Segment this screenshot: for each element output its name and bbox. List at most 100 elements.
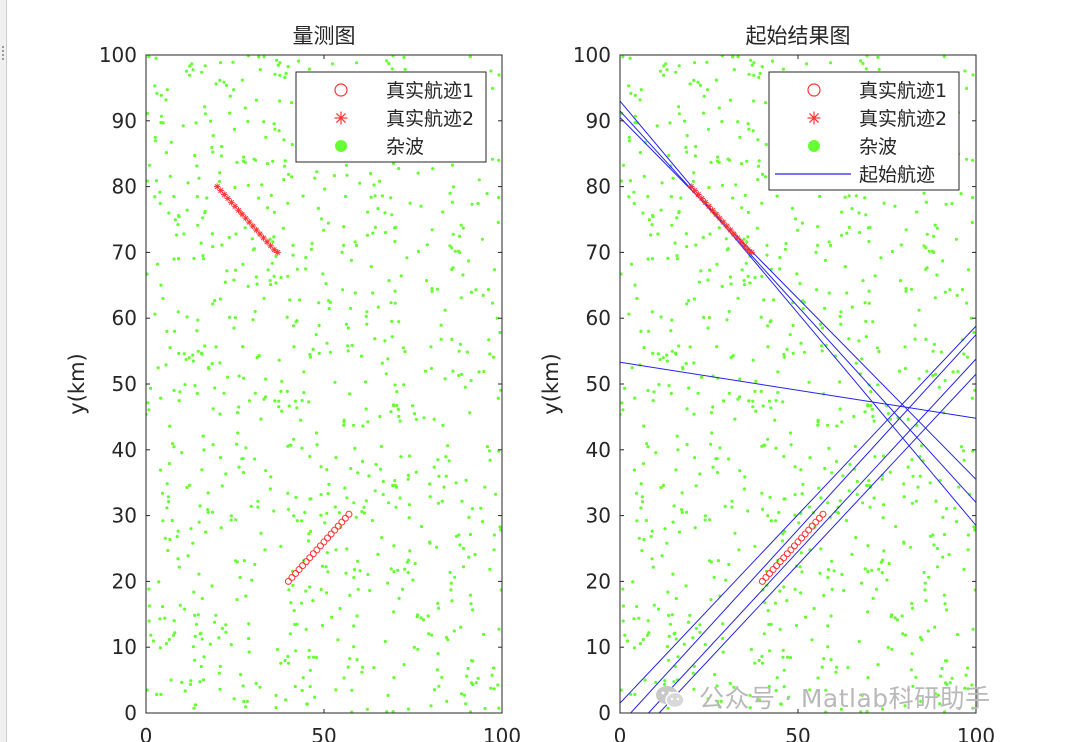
legend-item: 杂波 xyxy=(808,136,897,158)
clutter-point xyxy=(451,369,455,373)
clutter-point xyxy=(869,390,873,394)
clutter-point xyxy=(865,710,869,713)
clutter-point xyxy=(793,587,797,592)
clutter-point xyxy=(386,357,390,361)
clutter-point xyxy=(195,329,199,333)
clutter-point xyxy=(289,601,293,605)
clutter-point xyxy=(709,411,714,415)
y-tick-label: 40 xyxy=(112,438,137,462)
clutter-point xyxy=(661,356,665,360)
clutter-point xyxy=(823,258,828,262)
clutter-point xyxy=(220,626,224,631)
clutter-point xyxy=(444,474,448,478)
clutter-point xyxy=(237,374,241,378)
clutter-point xyxy=(740,206,744,210)
clutter-point xyxy=(459,223,463,227)
clutter-point xyxy=(966,666,970,670)
clutter-point xyxy=(910,458,914,462)
clutter-point xyxy=(746,509,750,513)
clutter-point xyxy=(223,280,227,284)
clutter-point xyxy=(208,642,212,646)
clutter-point xyxy=(760,201,764,205)
clutter-point xyxy=(897,369,902,373)
clutter-point xyxy=(923,588,927,592)
clutter-point xyxy=(147,587,151,591)
clutter-point xyxy=(650,223,654,227)
clutter-point xyxy=(393,301,397,305)
clutter-point xyxy=(354,515,358,519)
clutter-point xyxy=(189,527,193,531)
clutter-point xyxy=(309,529,313,534)
clutter-point xyxy=(279,275,283,280)
clutter-point xyxy=(745,240,749,244)
clutter-point xyxy=(767,399,772,403)
clutter-point xyxy=(693,61,697,65)
track-1-point xyxy=(324,534,332,542)
clutter-point xyxy=(863,301,867,305)
clutter-point xyxy=(829,658,833,662)
clutter-point xyxy=(683,119,687,123)
clutter-point xyxy=(149,386,153,390)
clutter-point xyxy=(295,519,299,523)
clutter-point xyxy=(342,420,346,424)
clutter-point xyxy=(802,350,807,354)
clutter-point xyxy=(924,200,929,204)
clutter-point xyxy=(436,501,440,505)
clutter-point xyxy=(742,487,747,491)
clutter-point xyxy=(324,565,328,569)
clutter-point xyxy=(439,337,443,341)
clutter-point xyxy=(432,465,436,469)
clutter-point xyxy=(710,431,714,435)
clutter-point xyxy=(966,533,971,537)
clutter-point xyxy=(672,632,676,636)
clutter-point xyxy=(279,389,283,393)
clutter-point xyxy=(651,213,655,218)
clutter-point xyxy=(278,99,282,103)
clutter-point xyxy=(394,483,398,488)
clutter-point xyxy=(328,300,332,304)
clutter-point xyxy=(231,60,235,64)
clutter-point xyxy=(356,587,360,592)
clutter-point xyxy=(429,345,433,349)
clutter-point xyxy=(798,565,802,569)
clutter-point xyxy=(808,688,812,692)
clutter-point xyxy=(430,287,434,291)
legend-item: 真实航迹1 xyxy=(334,80,474,102)
clutter-point xyxy=(909,668,914,672)
clutter-point xyxy=(308,668,312,672)
clutter-point xyxy=(146,688,149,692)
clutter-point xyxy=(285,389,289,393)
clutter-point xyxy=(380,361,384,365)
clutter-point xyxy=(627,139,632,143)
clutter-point xyxy=(644,518,648,523)
clutter-point xyxy=(667,153,671,158)
clutter-point xyxy=(289,443,293,447)
clutter-point xyxy=(827,240,831,244)
y-tick-label: 30 xyxy=(112,504,137,528)
clutter-point xyxy=(779,702,784,706)
clutter-point xyxy=(487,449,492,453)
clutter-point xyxy=(716,699,720,704)
clutter-point xyxy=(679,196,683,200)
clutter-point xyxy=(839,233,844,237)
clutter-point xyxy=(167,211,171,215)
clutter-point xyxy=(285,315,289,319)
y-tick-label: 10 xyxy=(586,635,611,659)
clutter-point xyxy=(194,622,198,626)
clutter-point xyxy=(346,349,350,353)
clutter-point xyxy=(233,316,237,320)
track-2-point xyxy=(221,191,228,198)
clutter-point xyxy=(627,84,631,88)
clutter-point xyxy=(246,183,250,187)
clutter-point xyxy=(463,385,467,389)
clutter-point xyxy=(251,318,255,322)
clutter-point xyxy=(451,232,455,236)
clutter-point xyxy=(499,588,502,592)
clutter-point xyxy=(867,479,871,483)
clutter-point xyxy=(228,94,232,98)
clutter-point xyxy=(439,323,443,327)
clutter-point xyxy=(715,470,720,475)
clutter-point xyxy=(387,279,391,283)
clutter-point xyxy=(743,283,747,287)
clutter-point xyxy=(760,274,764,278)
